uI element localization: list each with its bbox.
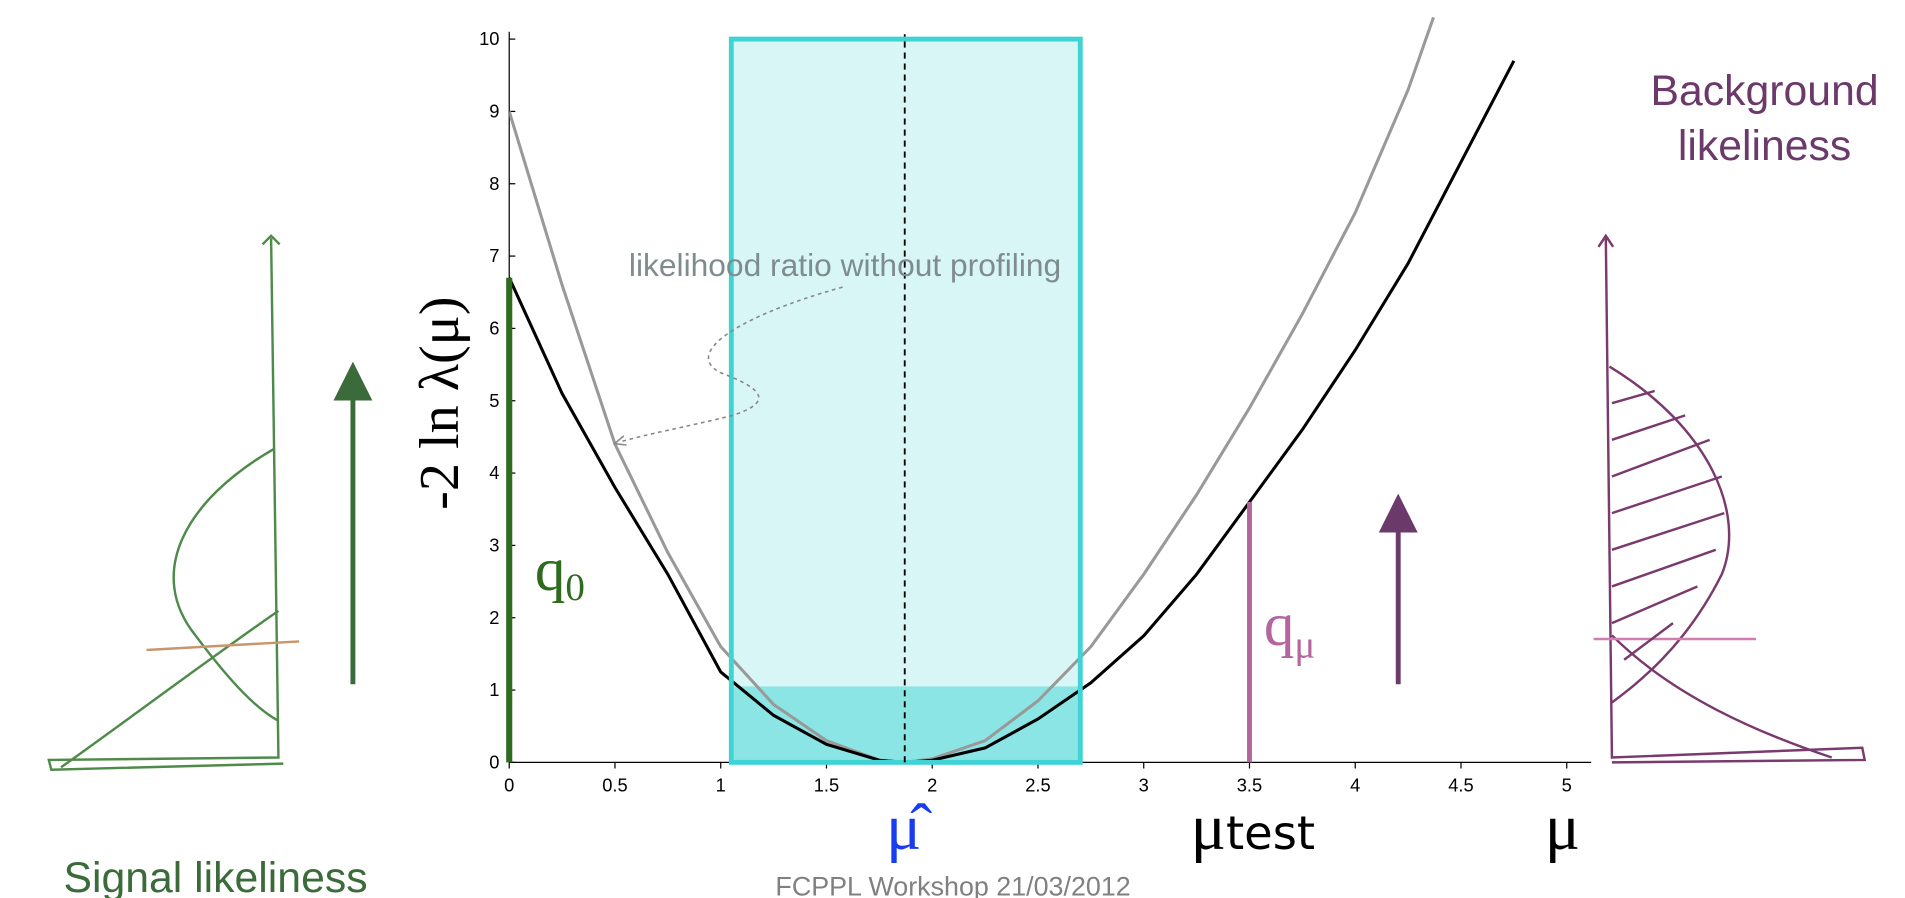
- y-tick-label: 1: [489, 679, 499, 700]
- y-axis-label: -2 ln λ(μ): [409, 296, 471, 509]
- x-tick-label: 1: [716, 775, 726, 796]
- x-tick-label: 4.5: [1448, 775, 1473, 796]
- mu-test-label: μtest: [1191, 791, 1315, 864]
- x-tick-label: 3.5: [1237, 775, 1262, 796]
- y-tick-label: 2: [489, 607, 499, 628]
- x-tick-label: 4: [1350, 775, 1360, 796]
- q0-label: q0: [535, 537, 585, 609]
- mu-hat-label: μ̂: [886, 791, 932, 864]
- x-tick-label: 2: [927, 775, 937, 796]
- y-tick-label: 6: [489, 318, 499, 339]
- y-tick-label: 0: [489, 751, 499, 772]
- y-tick-label: 4: [489, 462, 499, 483]
- q0-sub: 0: [565, 566, 585, 609]
- interval-band: [731, 39, 1081, 763]
- signal-sketch: [47, 234, 300, 771]
- q0-text: q: [535, 537, 566, 604]
- background-sketch: [1593, 233, 1867, 764]
- curve: [509, 60, 1516, 763]
- signal-label: Signal likeliness: [64, 854, 368, 898]
- interval-box: [728, 36, 1083, 765]
- annotation: likelihood ratio without profiling: [629, 247, 1061, 283]
- y-tick-label: 3: [489, 535, 499, 556]
- qmu-sub: μ: [1294, 623, 1315, 666]
- x-tick-label: 5: [1562, 775, 1572, 796]
- y-tick-label: 5: [489, 390, 499, 411]
- x-tick-label: 0: [504, 775, 514, 796]
- x-tick-label: 0.5: [602, 775, 627, 796]
- x-tick-label: 1.5: [814, 775, 839, 796]
- y-tick-label: 7: [489, 245, 499, 266]
- mu-test-text: μ: [1191, 791, 1226, 864]
- plot: 0 0.5 1 1.5 2 2.5 3 3.5 4 4.5 5 0 1 2 3 4 5 6 7 8 9 10: [479, 16, 1592, 796]
- x-tick-label: 3: [1139, 775, 1149, 796]
- curve: [509, 16, 1435, 763]
- annotation-arrow: [619, 286, 843, 442]
- curves: [509, 16, 1516, 763]
- footer: FCPPL Workshop 21/03/2012: [775, 872, 1130, 898]
- x-tick-label: 2.5: [1025, 775, 1050, 796]
- y-tick-label: 8: [489, 173, 499, 194]
- background-label: likeliness: [1678, 122, 1851, 170]
- y-tick-label: 9: [489, 101, 499, 122]
- y-tick-label: 10: [479, 28, 499, 49]
- qmu-text: q: [1264, 592, 1295, 659]
- mu-test-sub: test: [1226, 806, 1315, 860]
- background-label: Background: [1651, 67, 1879, 115]
- mu-label: μ: [1545, 791, 1580, 864]
- qmu-label: qμ: [1264, 592, 1315, 666]
